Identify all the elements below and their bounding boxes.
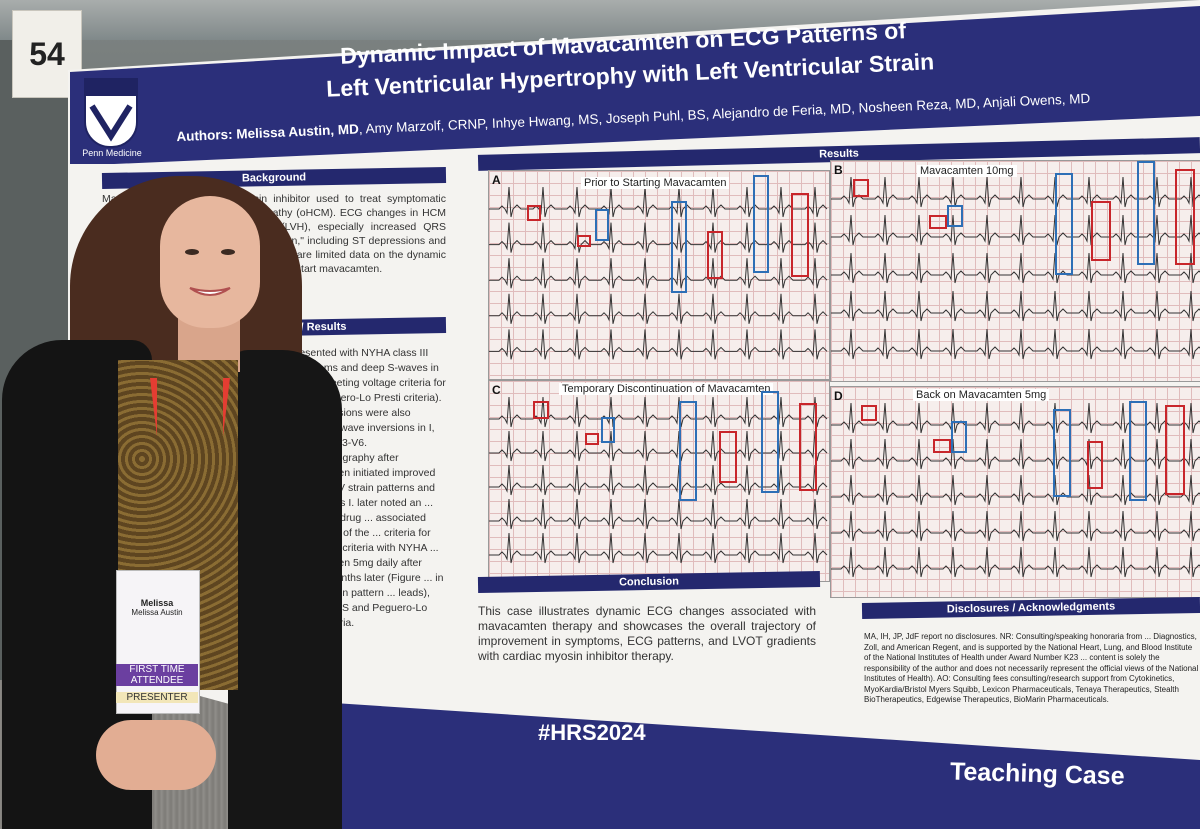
ecg-trace [831, 402, 1200, 578]
badge-presenter-ribbon: PRESENTER [116, 692, 198, 703]
annotation-blue-box [1055, 173, 1073, 275]
name-badge [116, 570, 200, 714]
annotation-blue-box [947, 205, 963, 227]
ecg-panel-letter: C [492, 383, 501, 397]
annotation-blue-box [753, 175, 769, 273]
annotation-red-box [577, 235, 591, 247]
ecg-lead-trace [831, 402, 1200, 434]
annotation-red-box [533, 401, 549, 419]
annotation-red-box [929, 215, 947, 229]
ecg-lead-trace [831, 546, 1200, 578]
badge-name: Melissa Melissa Austin [116, 598, 198, 617]
annotation-red-box [585, 433, 599, 445]
annotation-red-box [1165, 405, 1185, 495]
poster-category-label: Teaching Case [949, 757, 1125, 791]
institution-label: Penn Medicine [82, 148, 142, 158]
annotation-blue-box [1137, 161, 1155, 265]
annotation-red-box [1087, 441, 1103, 489]
annotation-red-box [933, 439, 951, 453]
ecg-lead-trace [489, 532, 828, 564]
badge-first-time-ribbon: FIRST TIME ATTENDEE [116, 664, 198, 686]
ecg-lead-trace [489, 293, 828, 324]
ecg-lead-trace [831, 474, 1200, 506]
annotation-blue-box [671, 201, 687, 293]
annotation-red-box [799, 403, 817, 491]
ecg-trace [489, 186, 828, 360]
annotation-red-box [707, 231, 723, 279]
annotation-blue-box [1129, 401, 1147, 501]
ecg-lead-trace [831, 510, 1200, 542]
annotation-red-box [791, 193, 809, 277]
ecg-lead-trace [489, 329, 828, 360]
penn-shield-logo [84, 78, 138, 148]
ecg-lead-trace [831, 290, 1200, 322]
ecg-lead-trace [831, 214, 1200, 246]
annotation-red-box [861, 405, 877, 421]
ecg-panel-caption: Prior to Starting Mavacamten [581, 177, 730, 189]
conclusion-text: This case illustrates dynamic ECG change… [478, 604, 816, 663]
ecg-panel-d: D Back on Mavacamten 5mg [830, 386, 1200, 598]
ecg-panel-caption: Mavacamten 10mg [917, 165, 1017, 177]
ecg-lead-trace [831, 176, 1200, 208]
presenter-face [160, 196, 260, 328]
ecg-panel-letter: D [834, 389, 843, 403]
annotation-red-box [853, 179, 869, 197]
annotation-blue-box [761, 391, 779, 493]
ecg-panel-b: B Mavacamten 10mg [830, 160, 1200, 382]
ecg-lead-trace [831, 252, 1200, 284]
annotation-red-box [527, 205, 541, 221]
disclosures-text: MA, IH, JP, JdF report no disclosures. N… [864, 632, 1199, 704]
presenter-blouse [118, 360, 238, 690]
annotation-blue-box [951, 421, 967, 453]
presenter-hands [96, 720, 216, 790]
presenter-jacket-right [228, 350, 342, 829]
badge-first-name: Melissa [140, 598, 174, 608]
ecg-trace [831, 176, 1200, 360]
conference-hashtag: #HRS2024 [538, 720, 646, 745]
annotation-red-box [1091, 201, 1111, 261]
ecg-lead-trace [831, 328, 1200, 360]
ecg-lead-trace [489, 186, 828, 218]
ecg-panel-caption: Temporary Discontinuation of Mavacamten [559, 383, 774, 395]
annotation-blue-box [601, 417, 615, 443]
ecg-panel-letter: B [834, 163, 843, 177]
annotation-blue-box [679, 401, 697, 501]
ecg-panel-letter: A [492, 173, 501, 187]
annotation-red-box [719, 431, 737, 483]
badge-full-name: Melissa Austin [131, 608, 183, 617]
ecg-panel-a: A Prior to Starting Mavacamten [488, 170, 830, 380]
annotation-blue-box [595, 209, 609, 241]
ecg-lead-trace [831, 438, 1200, 470]
annotation-blue-box [1053, 409, 1071, 497]
ecg-lead-trace [489, 222, 828, 253]
ecg-panel-caption: Back on Mavacamten 5mg [913, 389, 1050, 401]
annotation-red-box [1175, 169, 1195, 265]
ecg-lead-trace [489, 498, 828, 530]
ecg-lead-trace [489, 258, 828, 289]
ecg-panel-c: C Temporary Discontinuation of Mavacamte… [488, 380, 830, 582]
